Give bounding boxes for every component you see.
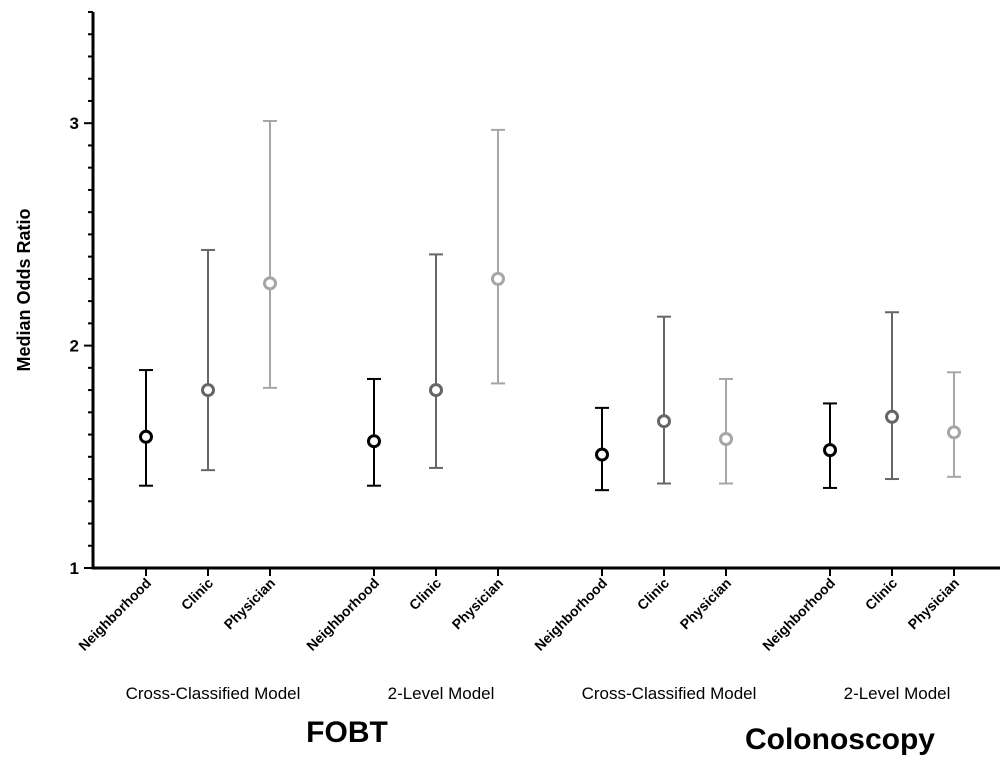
data-point	[139, 429, 153, 444]
data-marks	[139, 119, 961, 576]
x-tick-label: Physician	[905, 575, 963, 633]
chart-axes	[91, 12, 1000, 570]
error-bar-physician	[491, 128, 505, 385]
x-tick-label: Neighborhood	[531, 575, 610, 654]
error-bar-physician	[947, 371, 961, 478]
model-labels: Cross-Classified Model 2-Level Model Cross…	[126, 684, 951, 703]
x-tick-label: Clinic	[862, 575, 900, 613]
data-point	[885, 409, 899, 424]
x-tick-label: Physician	[221, 575, 279, 633]
data-point	[947, 425, 961, 440]
model-label: 2-Level Model	[388, 684, 495, 703]
x-tick-label: Neighborhood	[759, 575, 838, 654]
x-axis-category-labels: Neighborhood Clinic Physician Neighborhood C…	[75, 575, 962, 654]
y-tick-label: 2	[70, 337, 79, 356]
x-tick-label: Physician	[449, 575, 507, 633]
error-bar-neighborhood	[823, 402, 837, 489]
error-bar-clinic	[885, 311, 899, 481]
data-point	[657, 414, 671, 429]
error-bar-clinic	[201, 248, 215, 472]
x-tick-label: Clinic	[634, 575, 672, 613]
outcome-label-colonoscopy: Colonoscopy	[745, 723, 935, 756]
y-tick-label: 1	[70, 559, 79, 578]
y-axis-label: Median Odds Ratio	[14, 208, 34, 371]
y-axis-ticks: 1 2 3	[70, 11, 93, 578]
error-bar-clinic	[429, 253, 443, 469]
y-tick-label: 3	[70, 114, 79, 133]
error-bar-neighborhood	[139, 369, 153, 487]
error-bar-physician	[719, 377, 733, 485]
error-bar-physician	[263, 119, 277, 389]
error-bar-neighborhood	[367, 377, 381, 487]
model-label: 2-Level Model	[844, 684, 951, 703]
error-bar-clinic	[657, 315, 671, 485]
x-tick-label: Neighborhood	[75, 575, 154, 654]
data-point	[201, 383, 215, 398]
outcome-labels: FOBT Colonoscopy	[306, 716, 935, 756]
data-point	[491, 271, 505, 286]
data-point	[367, 434, 381, 449]
data-point	[823, 443, 837, 458]
data-point	[595, 447, 609, 462]
model-label: Cross-Classified Model	[582, 684, 757, 703]
data-point	[429, 383, 443, 398]
x-tick-label: Clinic	[406, 575, 444, 613]
data-point	[263, 276, 277, 291]
x-tick-label: Neighborhood	[303, 575, 382, 654]
x-tick-label: Physician	[677, 575, 735, 633]
x-tick-label: Clinic	[178, 575, 216, 613]
error-bar-neighborhood	[595, 406, 609, 492]
model-label: Cross-Classified Model	[126, 684, 301, 703]
data-point	[719, 432, 733, 447]
outcome-label-fobt: FOBT	[306, 716, 388, 749]
